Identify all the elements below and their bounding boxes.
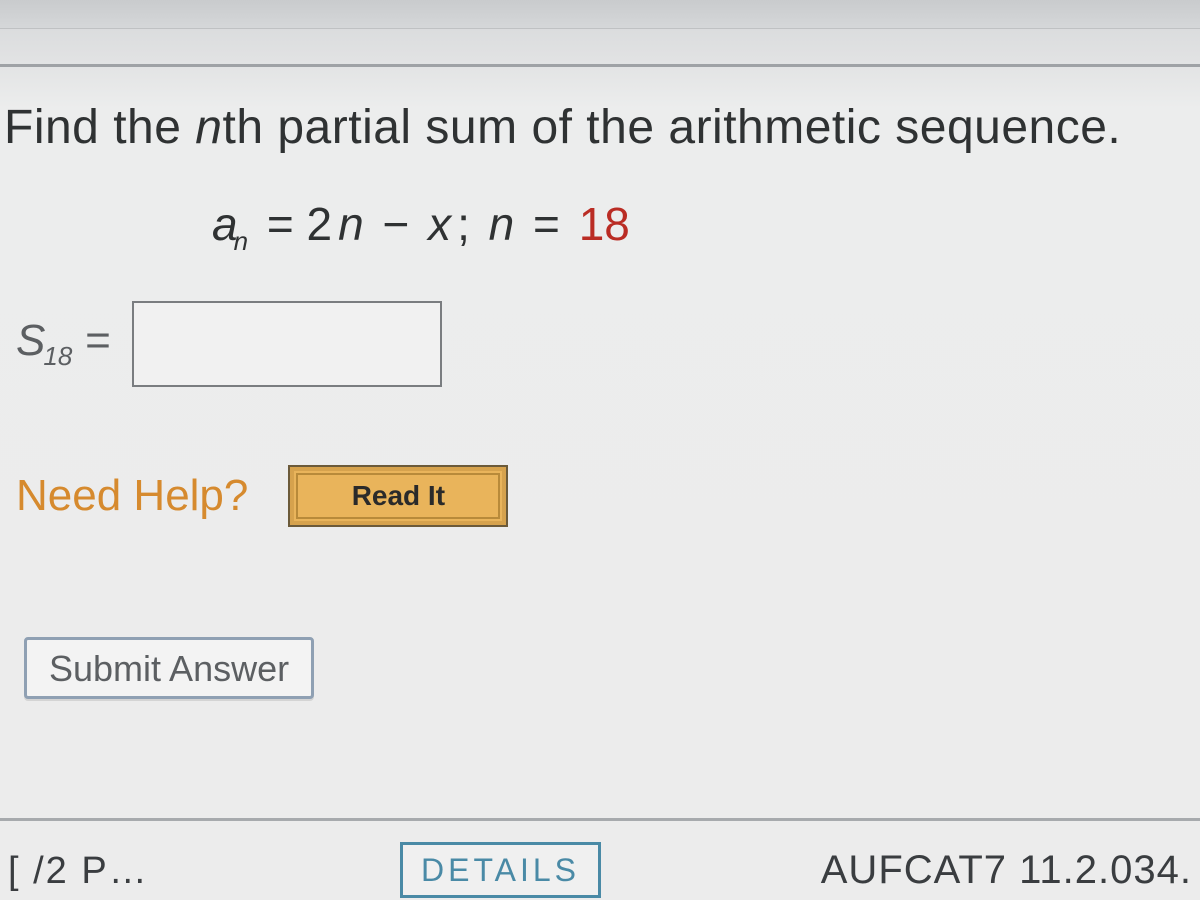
answer-label: S18 = bbox=[16, 316, 110, 372]
details-label: DETAILS bbox=[421, 852, 580, 889]
formula-minus: − bbox=[370, 198, 422, 250]
window-topbar bbox=[0, 0, 1200, 29]
details-button[interactable]: DETAILS bbox=[400, 842, 601, 898]
question-suffix: th partial sum of the arithmetic sequenc… bbox=[222, 101, 1121, 154]
formula-value: 18 bbox=[579, 198, 630, 250]
help-row: Need Help? Read It bbox=[16, 465, 1200, 527]
answer-S: S bbox=[16, 316, 45, 365]
formula-eq2: = bbox=[520, 198, 572, 250]
points-fragment: [ /2 P… bbox=[8, 850, 149, 893]
question-prefix: Find the bbox=[4, 101, 195, 154]
submit-row: Submit Answer bbox=[24, 637, 1200, 699]
formula-x: x bbox=[428, 198, 451, 250]
submit-label: Submit Answer bbox=[49, 648, 289, 689]
read-it-label: Read It bbox=[352, 480, 445, 512]
answer-row: S18 = bbox=[16, 301, 1200, 387]
formula: an = 2n − x; n = 18 bbox=[212, 197, 1200, 257]
question-var-n: n bbox=[195, 101, 222, 154]
answer-sub: 18 bbox=[43, 341, 72, 371]
formula-sub-n: n bbox=[234, 226, 248, 256]
formula-semi: ; bbox=[457, 198, 483, 250]
question-text: Find the nth partial sum of the arithmet… bbox=[4, 100, 1200, 155]
question-content: Find the nth partial sum of the arithmet… bbox=[0, 100, 1200, 699]
read-it-button[interactable]: Read It bbox=[288, 465, 508, 527]
submit-answer-button[interactable]: Submit Answer bbox=[24, 637, 314, 699]
section-divider bbox=[0, 64, 1200, 67]
answer-eq: = bbox=[72, 316, 110, 365]
need-help-label: Need Help? bbox=[16, 471, 248, 521]
exercise-code: AUFCAT7 11.2.034. bbox=[821, 848, 1192, 893]
bottom-divider bbox=[0, 818, 1200, 821]
answer-input[interactable] bbox=[132, 301, 442, 387]
formula-n3: n bbox=[489, 198, 515, 250]
formula-eq: = 2 bbox=[254, 198, 332, 250]
formula-n2: n bbox=[338, 198, 364, 250]
